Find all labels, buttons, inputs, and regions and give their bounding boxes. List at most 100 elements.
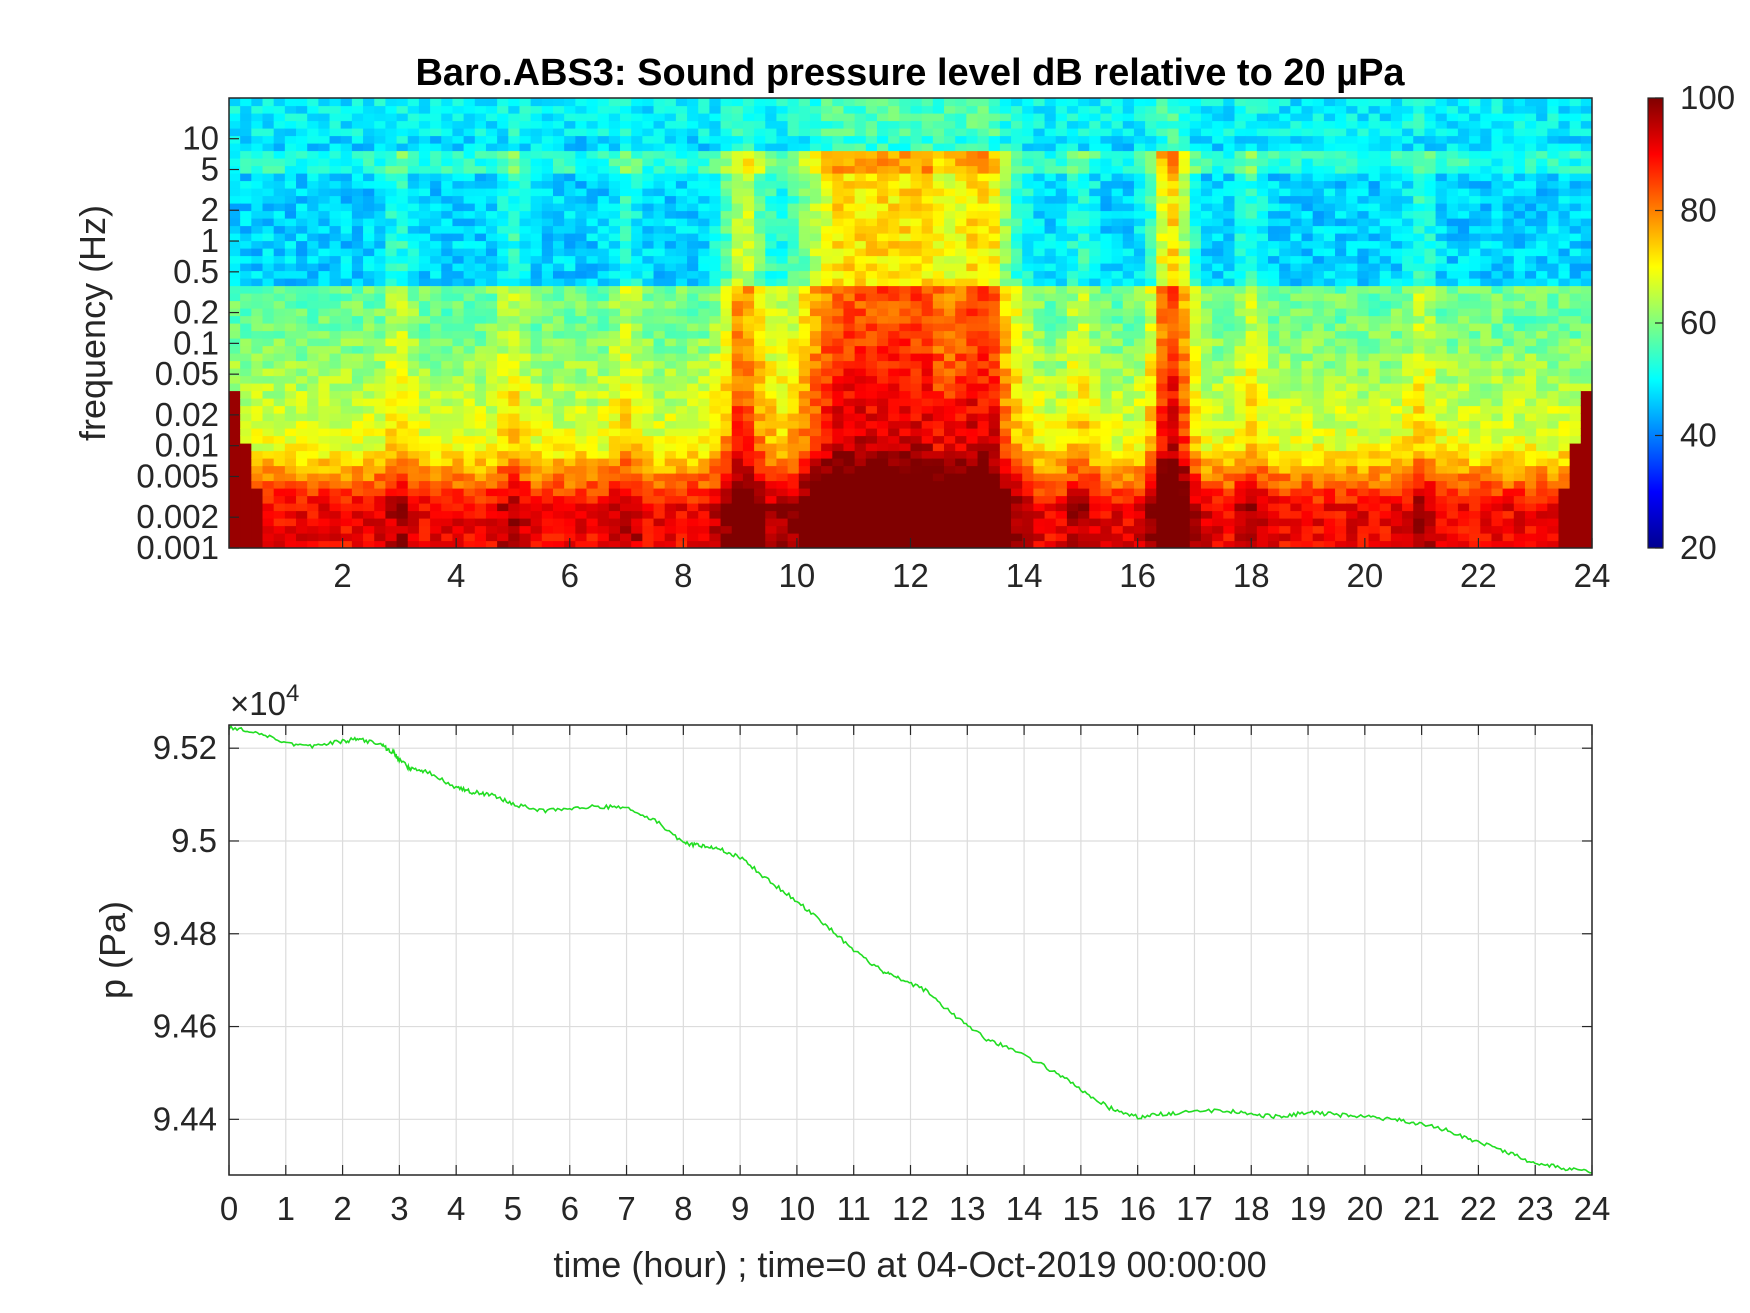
heatmap-cell <box>809 338 822 347</box>
heatmap-cell <box>843 225 856 234</box>
heatmap-cell <box>966 458 979 467</box>
heatmap-cell <box>318 173 331 182</box>
heatmap-cell <box>742 390 755 399</box>
heatmap-cell <box>776 195 789 204</box>
heatmap-cell <box>1122 450 1135 459</box>
heatmap-cell <box>798 158 811 167</box>
heatmap-cell <box>910 510 923 519</box>
heatmap-cell <box>709 225 722 234</box>
heatmap-cell <box>899 473 912 482</box>
heatmap-cell <box>955 405 967 414</box>
heatmap-cell <box>921 488 934 497</box>
heatmap-cell <box>374 173 387 182</box>
heatmap-cell <box>932 345 945 354</box>
heatmap-cell <box>776 158 789 167</box>
heatmap-cell <box>977 150 990 159</box>
heatmap-cell <box>955 450 967 459</box>
heatmap-cell <box>463 383 476 392</box>
heatmap-cell <box>385 285 398 294</box>
heatmap-cell <box>407 420 420 429</box>
heatmap-cell <box>374 218 387 227</box>
heatmap-cell <box>340 375 353 384</box>
heatmap-cell <box>709 383 722 392</box>
heatmap-cell <box>1133 105 1146 114</box>
heatmap-cell <box>262 443 275 452</box>
heatmap-cell <box>899 323 912 332</box>
heatmap-cell <box>742 98 755 107</box>
heatmap-cell <box>944 413 956 422</box>
heatmap-cell <box>821 248 833 257</box>
heatmap-cell <box>307 375 319 384</box>
heatmap-cell <box>921 368 934 377</box>
heatmap-cell <box>552 300 565 309</box>
heatmap-cell <box>932 173 945 182</box>
heatmap-cell <box>843 533 856 542</box>
heatmap-cell <box>586 113 599 122</box>
heatmap-cell <box>832 195 845 204</box>
heatmap-cell <box>296 495 308 504</box>
heatmap-cell <box>1078 465 1090 474</box>
heatmap-cell <box>620 450 632 459</box>
heatmap-cell <box>1022 345 1034 354</box>
heatmap-cell <box>642 150 655 159</box>
heatmap-cell <box>944 173 956 182</box>
heatmap-cell <box>430 135 442 144</box>
heatmap-cell <box>709 158 722 167</box>
heatmap-cell <box>620 218 632 227</box>
heatmap-cell <box>351 383 364 392</box>
heatmap-cell <box>1111 428 1124 437</box>
heatmap-cell <box>1078 480 1090 489</box>
heatmap-cell <box>631 398 643 407</box>
heatmap-cell <box>497 293 509 302</box>
heatmap-cell <box>385 143 398 152</box>
heatmap-cell <box>675 345 688 354</box>
heatmap-cell <box>620 360 632 369</box>
heatmap-cell <box>876 218 889 227</box>
heatmap-cell <box>955 105 967 114</box>
heatmap-cell <box>407 345 420 354</box>
heatmap-cell <box>966 345 979 354</box>
heatmap-cell <box>932 158 945 167</box>
heatmap-cell <box>396 293 409 302</box>
heatmap-cell <box>229 248 241 257</box>
heatmap-cell <box>687 300 699 309</box>
heatmap-cell <box>307 398 319 407</box>
heatmap-cell <box>519 398 532 407</box>
heatmap-cell <box>832 165 845 174</box>
heatmap-cell <box>988 240 1001 249</box>
heatmap-cell <box>418 345 431 354</box>
heatmap-cell <box>430 443 442 452</box>
heatmap-cell <box>575 293 588 302</box>
heatmap-cell <box>396 413 409 422</box>
heatmap-cell <box>1100 210 1113 219</box>
heatmap-cell <box>318 428 331 437</box>
heatmap-cell <box>318 398 331 407</box>
heatmap-cell <box>307 428 319 437</box>
heatmap-cell <box>932 225 945 234</box>
heatmap-cell <box>452 428 465 437</box>
heatmap-cell <box>240 188 252 197</box>
heatmap-cell <box>664 278 677 287</box>
heatmap-cell <box>1111 263 1124 272</box>
heatmap-cell <box>340 293 353 302</box>
heatmap-cell <box>720 218 733 227</box>
heatmap-cell <box>776 398 789 407</box>
heatmap-cell <box>754 270 766 279</box>
heatmap-cell <box>552 360 565 369</box>
heatmap-cell <box>687 473 699 482</box>
heatmap-cell <box>530 473 543 482</box>
heatmap-cell <box>519 98 532 107</box>
heatmap-cell <box>1066 165 1079 174</box>
heatmap-cell <box>832 338 845 347</box>
heatmap-cell <box>575 518 588 527</box>
heatmap-cell <box>921 503 934 512</box>
heatmap-cell <box>229 420 241 429</box>
heatmap-cell <box>1044 533 1057 542</box>
heatmap-cell <box>664 390 677 399</box>
heatmap-cell <box>508 255 521 264</box>
heatmap-cell <box>586 270 599 279</box>
heatmap-cell <box>921 308 934 317</box>
heatmap-cell <box>575 540 588 548</box>
heatmap-cell <box>1011 210 1023 219</box>
heatmap-cell <box>1033 458 1046 467</box>
